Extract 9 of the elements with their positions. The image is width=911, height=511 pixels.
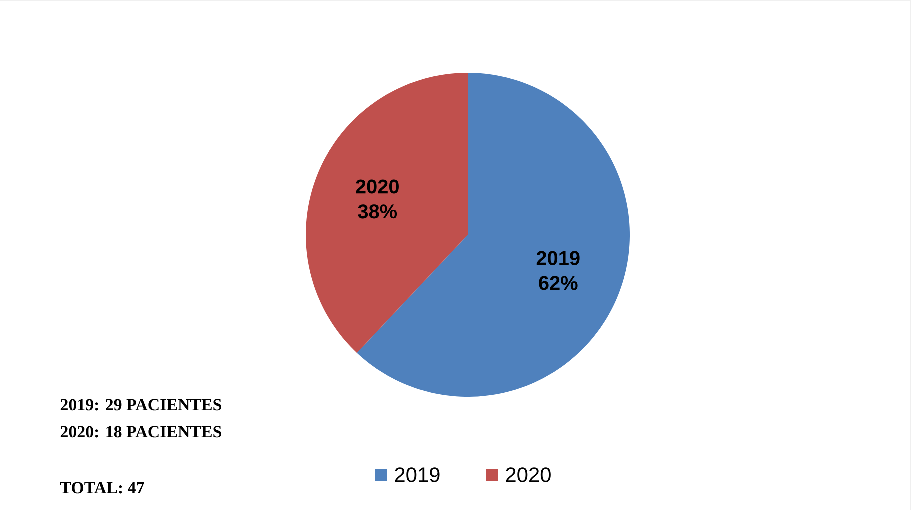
data-label: 38%: [358, 204, 398, 219]
legend-label: 2019: [395, 468, 440, 482]
legend-label: 2020: [506, 468, 551, 482]
text: 2020: 18 PACIENTES: [60, 426, 222, 438]
slice-label: 2020: [356, 180, 399, 194]
data-label: 62%: [539, 276, 578, 290]
slice-label: 2019: [536, 251, 580, 266]
text: 2019: 29 PACIENTES: [60, 399, 222, 411]
text: TOTAL: 47: [60, 482, 144, 494]
